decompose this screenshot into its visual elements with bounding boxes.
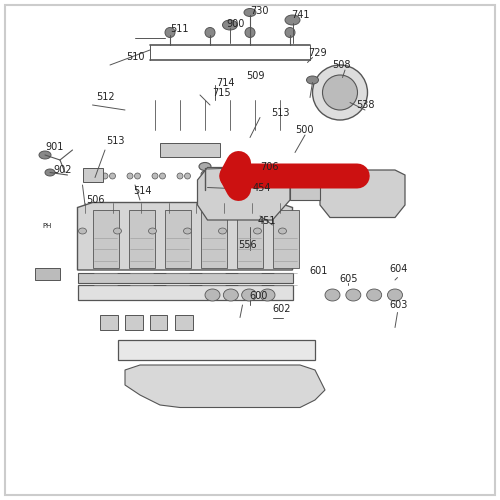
Text: PH: PH bbox=[43, 223, 52, 229]
Text: 604: 604 bbox=[389, 264, 407, 274]
Ellipse shape bbox=[205, 289, 220, 301]
Text: 729: 729 bbox=[308, 48, 326, 58]
Text: 509: 509 bbox=[246, 71, 264, 81]
Ellipse shape bbox=[244, 8, 256, 16]
Ellipse shape bbox=[245, 28, 255, 38]
Ellipse shape bbox=[127, 173, 133, 179]
Bar bbox=[82, 168, 102, 181]
Text: 902: 902 bbox=[53, 165, 72, 175]
Text: 454: 454 bbox=[253, 183, 272, 193]
Ellipse shape bbox=[102, 173, 108, 179]
Polygon shape bbox=[198, 168, 290, 220]
Polygon shape bbox=[35, 268, 60, 280]
Ellipse shape bbox=[201, 171, 209, 177]
Text: 714: 714 bbox=[216, 78, 234, 88]
Ellipse shape bbox=[285, 15, 300, 25]
Ellipse shape bbox=[165, 28, 175, 38]
Ellipse shape bbox=[199, 185, 211, 193]
Polygon shape bbox=[200, 210, 226, 268]
Text: 715: 715 bbox=[212, 88, 231, 98]
Polygon shape bbox=[290, 180, 320, 200]
Ellipse shape bbox=[322, 75, 358, 110]
Ellipse shape bbox=[325, 289, 340, 301]
Text: 730: 730 bbox=[250, 6, 268, 16]
Polygon shape bbox=[100, 315, 117, 330]
Ellipse shape bbox=[39, 151, 51, 159]
Ellipse shape bbox=[134, 173, 140, 179]
Ellipse shape bbox=[242, 289, 256, 301]
Ellipse shape bbox=[148, 228, 156, 234]
Text: 510: 510 bbox=[126, 52, 144, 62]
Polygon shape bbox=[215, 161, 360, 191]
Text: 451: 451 bbox=[258, 216, 276, 226]
Ellipse shape bbox=[366, 289, 382, 301]
Text: 605: 605 bbox=[339, 274, 357, 283]
Text: 506: 506 bbox=[86, 195, 104, 205]
Polygon shape bbox=[236, 210, 262, 268]
Ellipse shape bbox=[218, 228, 226, 234]
Ellipse shape bbox=[278, 228, 286, 234]
Text: 514: 514 bbox=[133, 186, 152, 196]
Text: 512: 512 bbox=[96, 92, 115, 102]
Text: 500: 500 bbox=[295, 125, 314, 135]
Text: 603: 603 bbox=[389, 300, 407, 310]
Polygon shape bbox=[78, 285, 292, 300]
Text: 511: 511 bbox=[170, 24, 188, 34]
Polygon shape bbox=[164, 210, 190, 268]
Polygon shape bbox=[320, 170, 405, 218]
Ellipse shape bbox=[184, 173, 190, 179]
Ellipse shape bbox=[388, 289, 402, 301]
Ellipse shape bbox=[184, 228, 192, 234]
Polygon shape bbox=[128, 210, 154, 268]
Ellipse shape bbox=[110, 173, 116, 179]
Polygon shape bbox=[175, 315, 192, 330]
Ellipse shape bbox=[285, 28, 295, 38]
Text: 901: 901 bbox=[45, 142, 64, 152]
Ellipse shape bbox=[114, 228, 122, 234]
Text: 600: 600 bbox=[249, 291, 268, 301]
Ellipse shape bbox=[260, 289, 275, 301]
Polygon shape bbox=[150, 315, 168, 330]
Polygon shape bbox=[118, 340, 315, 360]
Ellipse shape bbox=[152, 173, 158, 179]
Polygon shape bbox=[125, 315, 142, 330]
Ellipse shape bbox=[205, 28, 215, 38]
Ellipse shape bbox=[346, 289, 361, 301]
Ellipse shape bbox=[177, 173, 183, 179]
Ellipse shape bbox=[160, 173, 166, 179]
Ellipse shape bbox=[306, 76, 318, 84]
Ellipse shape bbox=[254, 228, 262, 234]
Polygon shape bbox=[78, 272, 292, 282]
Polygon shape bbox=[78, 202, 292, 270]
Text: 706: 706 bbox=[260, 162, 278, 172]
Ellipse shape bbox=[222, 20, 238, 30]
Text: 556: 556 bbox=[238, 240, 256, 250]
Ellipse shape bbox=[224, 289, 238, 301]
Text: 513: 513 bbox=[272, 108, 290, 118]
Polygon shape bbox=[272, 210, 298, 268]
Text: 602: 602 bbox=[272, 304, 290, 314]
Text: 601: 601 bbox=[309, 266, 328, 276]
Text: 513: 513 bbox=[106, 136, 125, 146]
Text: 508: 508 bbox=[332, 60, 351, 70]
Ellipse shape bbox=[199, 178, 211, 186]
Text: 538: 538 bbox=[356, 100, 374, 110]
Ellipse shape bbox=[199, 162, 211, 170]
Text: 741: 741 bbox=[291, 10, 310, 20]
Bar bbox=[160, 142, 220, 156]
Ellipse shape bbox=[45, 169, 55, 176]
Ellipse shape bbox=[78, 228, 86, 234]
Polygon shape bbox=[125, 365, 325, 408]
Polygon shape bbox=[92, 210, 118, 268]
Text: 900: 900 bbox=[226, 19, 245, 29]
Ellipse shape bbox=[312, 65, 368, 120]
